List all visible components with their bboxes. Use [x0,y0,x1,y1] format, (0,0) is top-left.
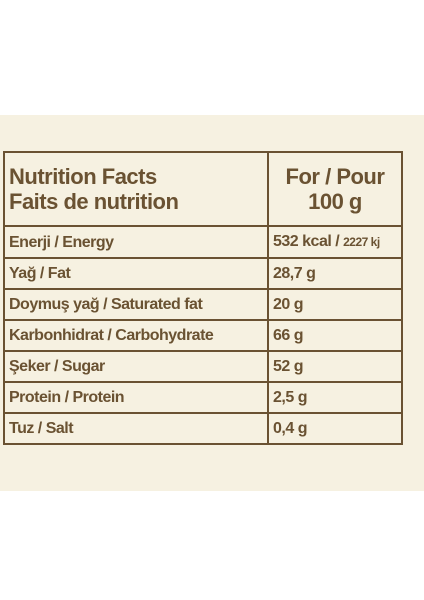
table-row-saturated-fat: Doymuş yağ / Saturated fat 20 g [3,288,403,321]
nutrient-value: 532 kcal / 2227 kj [267,225,403,259]
nutrient-name: Yağ / Fat [3,257,269,290]
nutrient-value: 66 g [267,319,403,352]
table-row-carbohydrate: Karbonhidrat / Carbohydrate 66 g [3,319,403,352]
nutrient-name: Şeker / Sugar [3,350,269,383]
table-header-row: Nutrition Facts Faits de nutrition For /… [3,151,403,227]
nutrient-name: Enerji / Energy [3,225,269,259]
table-row-salt: Tuz / Salt 0,4 g [3,412,403,445]
title-english: Nutrition Facts [9,164,157,189]
serving-size-header: For / Pour 100 g [267,151,403,227]
serving-label: For / Pour [285,164,385,189]
nutrient-value: 20 g [267,288,403,321]
nutrient-name: Karbonhidrat / Carbohydrate [3,319,269,352]
energy-kj: 2227 kj [343,235,380,249]
nutrient-value: 28,7 g [267,257,403,290]
nutrient-value: 0,4 g [267,412,403,445]
table-row-sugar: Şeker / Sugar 52 g [3,350,403,383]
nutrient-name: Doymuş yağ / Saturated fat [3,288,269,321]
nutrient-name: Tuz / Salt [3,412,269,445]
table-row-energy: Enerji / Energy 532 kcal / 2227 kj [3,225,403,259]
serving-amount: 100 g [308,189,362,214]
energy-kcal: 532 kcal / [273,233,340,250]
nutrition-facts-table: Nutrition Facts Faits de nutrition For /… [3,151,403,445]
nutrient-name: Protein / Protein [3,381,269,414]
nutrient-value: 2,5 g [267,381,403,414]
nutrient-value: 52 g [267,350,403,383]
table-row-protein: Protein / Protein 2,5 g [3,381,403,414]
table-title: Nutrition Facts Faits de nutrition [3,151,269,227]
title-french: Faits de nutrition [9,189,179,214]
table-row-fat: Yağ / Fat 28,7 g [3,257,403,290]
